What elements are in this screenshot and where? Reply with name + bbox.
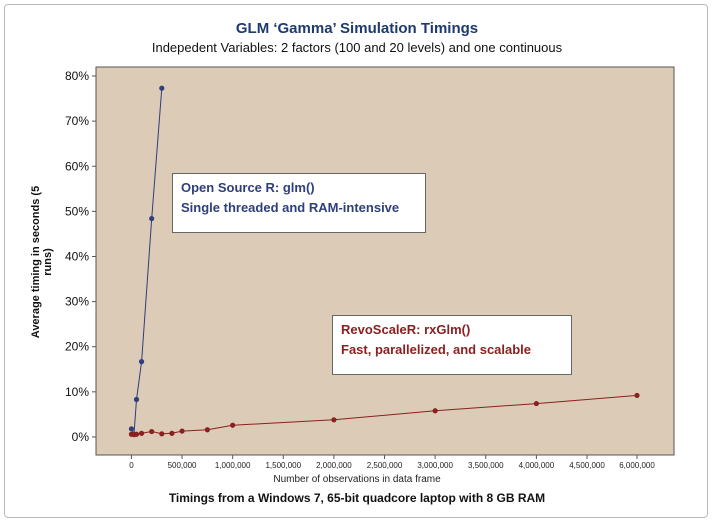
data-point — [331, 417, 337, 423]
y-tick-label: 0% — [72, 430, 90, 444]
data-point — [432, 408, 438, 414]
data-point — [138, 430, 145, 436]
plot-area — [95, 66, 675, 456]
data-point — [159, 431, 165, 437]
x-tick-label: 6,000,000 — [619, 461, 655, 470]
data-point — [128, 426, 135, 432]
x-tick-label: 0 — [129, 461, 134, 470]
data-point — [138, 359, 145, 365]
annotation-revoscaler: RevoScaleR: rxGlm() Fast, parallelized, … — [332, 315, 572, 375]
data-point — [533, 400, 539, 407]
y-tick-label: 50% — [65, 204, 89, 218]
chart-footnote: Timings from a Windows 7, 65-bit quadcor… — [168, 491, 546, 505]
x-tick-label: 2,000,000 — [316, 461, 352, 470]
x-axis-label: Number of observations in data frame — [273, 474, 441, 485]
x-tick-label: 2,500,000 — [367, 461, 403, 470]
y-tick-label: 60% — [65, 159, 89, 173]
annotation-open-source-r: Open Source R: glm() Single threaded and… — [172, 173, 426, 233]
data-point — [133, 431, 140, 437]
y-tick-label: 20% — [65, 340, 89, 354]
x-tick-label: 4,000,000 — [519, 461, 555, 470]
x-tick-label: 1,000,000 — [215, 461, 251, 470]
x-tick-label: 500,000 — [168, 461, 197, 470]
y-tick-label: 70% — [65, 114, 89, 128]
y-axis-label: Average timing in seconds (5 runs) — [30, 185, 54, 339]
x-tick-label: 3,000,000 — [417, 461, 453, 470]
data-point — [149, 428, 155, 435]
y-tick-label: 30% — [65, 295, 89, 309]
x-tick-label: 3,500,000 — [468, 461, 504, 470]
data-point — [179, 428, 185, 434]
data-point — [204, 427, 210, 433]
data-point — [169, 430, 175, 436]
y-tick-label: 80% — [65, 69, 89, 83]
annotation-line: Single threaded and RAM-intensive — [181, 200, 400, 215]
x-tick-label: 1,500,000 — [265, 461, 301, 470]
annotation-line: Open Source R: glm() — [181, 180, 315, 195]
data-point — [159, 85, 165, 91]
annotation-line: RevoScaleR: rxGlm() — [341, 322, 471, 337]
data-point — [133, 396, 140, 403]
data-point — [230, 422, 236, 428]
chart-title: GLM ‘Gamma’ Simulation Timings — [235, 20, 479, 37]
data-point — [149, 215, 155, 222]
annotation-line: Fast, parallelized, and scalable — [341, 342, 532, 357]
x-tick-label: 4,500,000 — [569, 461, 605, 470]
chart-subtitle: Indepedent Variables: 2 factors (100 and… — [151, 40, 563, 55]
y-tick-label: 10% — [65, 385, 89, 399]
y-tick-label: 40% — [65, 249, 89, 263]
data-point — [634, 392, 640, 399]
